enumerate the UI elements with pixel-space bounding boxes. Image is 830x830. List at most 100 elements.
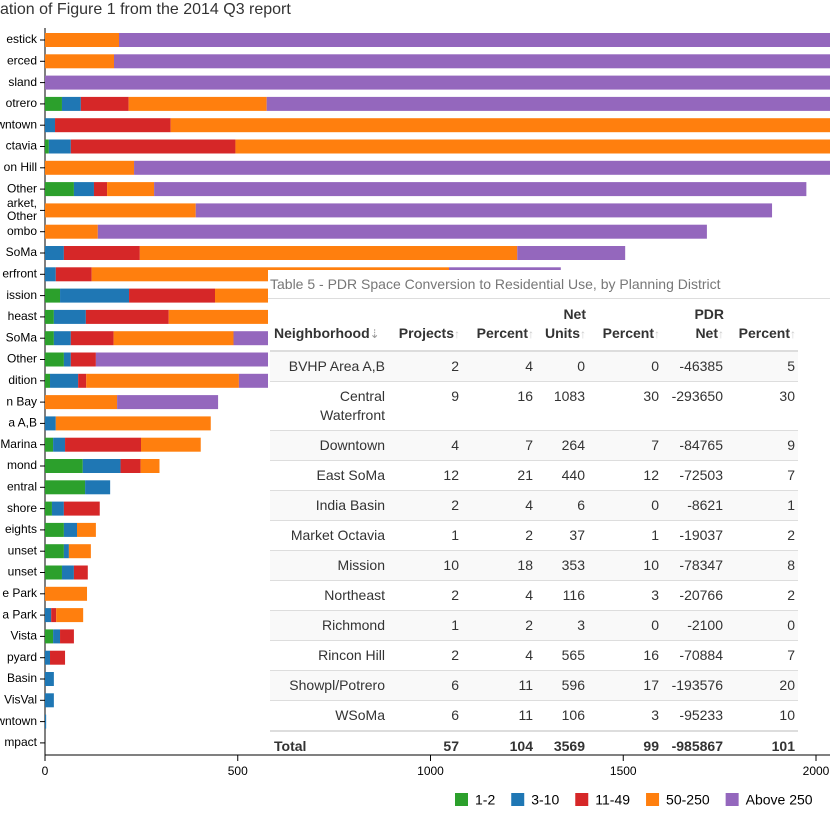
bar-segment [45, 416, 56, 431]
table-cell: 4 [388, 430, 462, 461]
table-cell: 6 [388, 670, 462, 701]
bar-segment [45, 182, 74, 197]
column-header[interactable]: Neighborhood [270, 299, 388, 352]
table-cell: 12 [588, 460, 662, 491]
table-row: Central Waterfront 9 16 1083 30 -293650 30 [270, 381, 798, 431]
bar-segment [70, 352, 96, 367]
bar-segment [56, 608, 84, 623]
x-tick-label: 500 [228, 764, 248, 778]
bar-segment [50, 373, 79, 388]
bar-segment [53, 437, 66, 452]
bar-segment [113, 331, 234, 346]
bar-segment [45, 118, 56, 133]
bar-segment [154, 182, 807, 197]
bar-segment [134, 160, 830, 175]
column-header[interactable]: Net Units [536, 299, 588, 352]
bar-segment [93, 182, 108, 197]
table-cell: 565 [536, 640, 588, 671]
total-cell: 104 [462, 730, 536, 761]
table-cell: 2 [726, 580, 798, 611]
table-row: Rincon Hill 2 4 565 16 -70884 7 [270, 640, 798, 671]
table-cell: 0 [536, 350, 588, 382]
bar-segment [45, 288, 61, 303]
legend-label: Above 250 [746, 792, 813, 808]
legend-label: 50-250 [666, 792, 710, 808]
bar-segment [120, 459, 141, 473]
bar-segment [170, 118, 830, 133]
column-header[interactable]: Percent [726, 299, 798, 352]
x-tick-label: 1500 [610, 764, 637, 778]
bar-segment [73, 182, 94, 197]
total-cell: Total [270, 730, 388, 761]
y-tick-label: ombo [7, 224, 37, 238]
table-row: Northeast 2 4 116 3 -20766 2 [270, 580, 798, 611]
bar-segment [70, 139, 236, 154]
data-table: Table 5 - PDR Space Conversion to Reside… [268, 270, 830, 761]
bar-segment [51, 608, 57, 623]
bar-segment [45, 629, 54, 644]
table-cell: -20766 [662, 580, 726, 611]
bar-segment [45, 331, 54, 346]
y-tick-label: heast [8, 309, 38, 323]
bar-segment [70, 331, 114, 346]
bar-segment [45, 565, 62, 580]
legend-swatch [575, 793, 589, 806]
table-cell: 7 [462, 430, 536, 461]
bar-segment [68, 544, 91, 559]
bar-segment [45, 501, 52, 516]
legend-swatch [455, 793, 468, 806]
bar-segment [63, 522, 77, 537]
y-tick-label: unset [8, 543, 38, 557]
bar-segment [55, 267, 92, 282]
bar-segment [238, 373, 278, 388]
table-cell: BVHP Area A,B [270, 350, 388, 382]
bar-segment [45, 480, 86, 495]
legend-swatch [725, 793, 739, 806]
bar-segment [73, 565, 88, 580]
bar-segment [119, 33, 830, 47]
table-cell: 10 [726, 700, 798, 731]
bar-segment [45, 395, 118, 410]
column-header[interactable]: Percent [462, 299, 536, 352]
table-cell: 1083 [536, 381, 588, 431]
table-cell: East SoMa [270, 460, 388, 491]
bar-segment [140, 459, 160, 473]
legend-swatch [646, 793, 660, 806]
bar-segment [78, 373, 87, 388]
table-cell: 16 [462, 381, 536, 431]
column-header[interactable]: Percent [588, 299, 662, 352]
bar-segment [45, 75, 830, 90]
table-row: Downtown 4 7 264 7 -84765 9 [270, 430, 798, 461]
bar-segment [55, 416, 211, 431]
y-tick-label: wntown [0, 117, 37, 131]
bar-segment [45, 608, 52, 623]
y-tick-label: entral [7, 479, 37, 493]
bar-segment [45, 96, 62, 111]
y-tick-label: ission [6, 288, 37, 302]
bar-segment [266, 96, 830, 111]
chart-title: ation of Figure 1 from the 2014 Q3 repor… [0, 1, 291, 18]
y-tick-label: dition [8, 373, 37, 387]
table-cell: Central Waterfront [270, 381, 388, 431]
table-cell: Northeast [270, 580, 388, 611]
table-cell: 11 [462, 700, 536, 731]
bar-segment [53, 331, 71, 346]
table-cell: 440 [536, 460, 588, 491]
table-cell: 21 [462, 460, 536, 491]
bar-segment [63, 352, 71, 367]
column-header[interactable]: Projects [388, 299, 462, 352]
table-cell: -84765 [662, 430, 726, 461]
bar-segment [45, 309, 54, 324]
bar-segment [63, 501, 100, 516]
table-cell: 1 [388, 610, 462, 641]
column-header[interactable]: PDR Net [662, 299, 726, 352]
table-cell: 20 [726, 670, 798, 701]
y-tick-label: otrero [6, 96, 38, 110]
bar-segment [45, 160, 135, 175]
y-tick-label: n Bay [6, 394, 37, 408]
bar-segment [45, 544, 64, 559]
x-tick-label: 0 [42, 764, 49, 778]
bar-segment [140, 437, 201, 452]
table-cell: 3 [588, 580, 662, 611]
table-row: Mission 10 18 353 10 -78347 8 [270, 550, 798, 581]
